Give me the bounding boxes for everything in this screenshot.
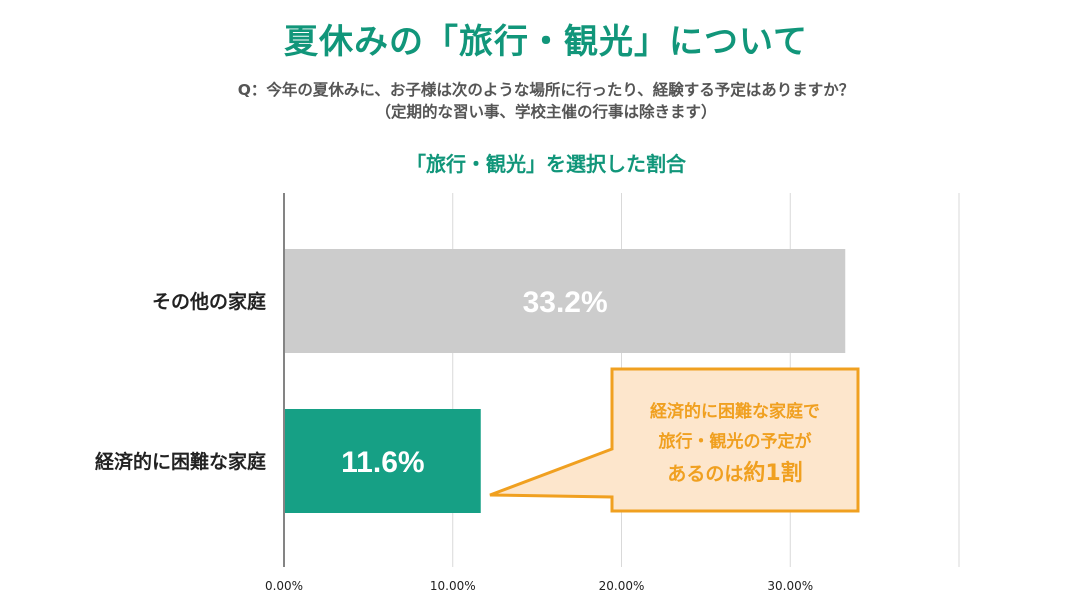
- callout-box: [489, 367, 860, 513]
- bar-value-label: 11.6%: [341, 446, 424, 479]
- bar-1: [285, 249, 846, 353]
- bar-value-label: 33.2%: [523, 286, 608, 319]
- callout-line1: 経済的に困難な家庭で: [650, 402, 820, 422]
- x-tick-label: 0.00%: [265, 579, 303, 593]
- x-tick-label: 10.00%: [430, 579, 476, 593]
- category-label: 経済的に困難な家庭: [95, 450, 266, 473]
- category-label: その他の家庭: [152, 290, 266, 313]
- x-tick-label: 20.00%: [599, 579, 645, 593]
- x-tick-label: 30.00%: [767, 579, 813, 593]
- bar-2: [285, 409, 481, 513]
- callout-line3: あるのは約1割: [612, 455, 858, 487]
- question-text-line2: （定期的な習い事、学校主催の行事は除きます）: [375, 103, 717, 121]
- callout-prefix: あるのは: [667, 463, 744, 485]
- callout-line2: 旅行・観光の予定が: [658, 432, 812, 452]
- chart-title: 「旅行・観光」を選択した割合: [406, 152, 686, 176]
- callout-emphasis: 約1割: [743, 461, 803, 486]
- question-text-line1: Q：今年の夏休みに、お子様は次のような場所に行ったり、経験する予定はありますか？: [237, 81, 855, 99]
- page-title: 夏休みの「旅行・観光」について: [284, 22, 808, 62]
